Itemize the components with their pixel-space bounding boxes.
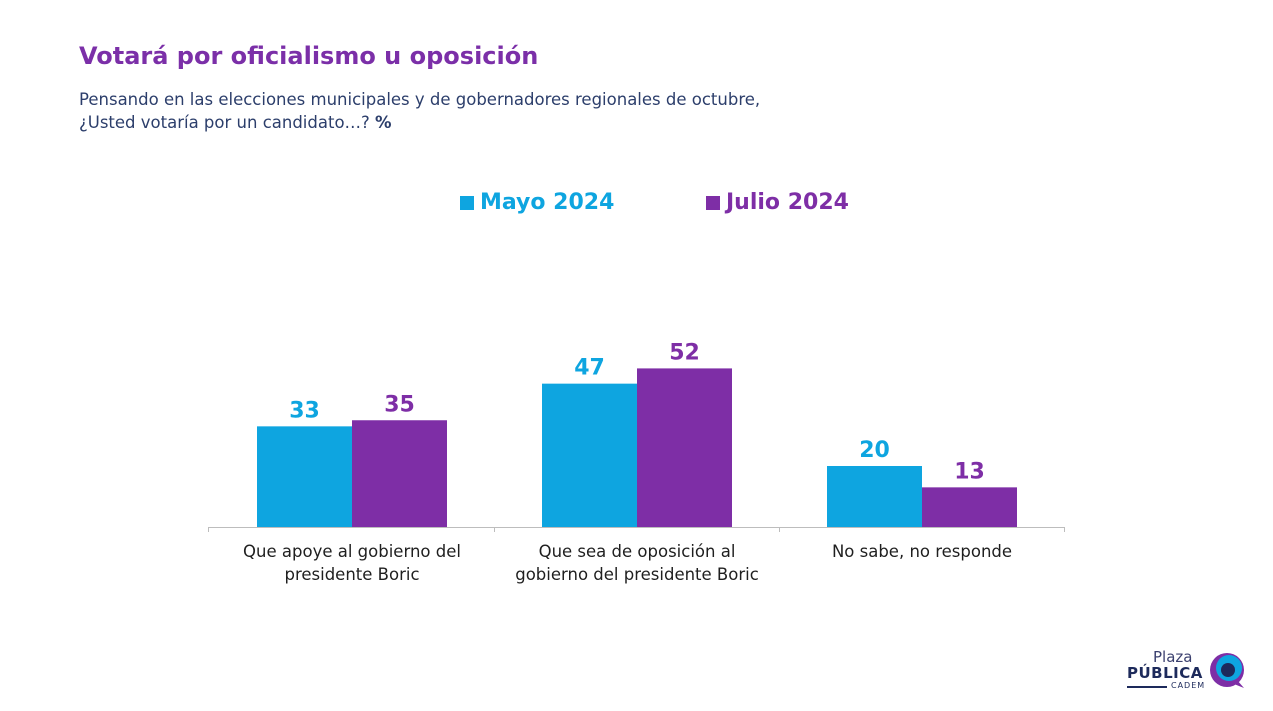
- value-label-julio-2: 13: [954, 459, 985, 484]
- category-label-2: No sabe, no responde: [832, 542, 1012, 561]
- legend-swatch-mayo: [460, 195, 474, 210]
- value-label-mayo-0: 33: [289, 398, 320, 423]
- subtitle-unit: %: [375, 113, 392, 132]
- bar-julio-0: [352, 420, 447, 527]
- cadem-swirl-icon: [1210, 653, 1244, 688]
- logo-word-publica: PÚBLICA: [1127, 664, 1203, 682]
- logo-word-plaza: Plaza: [1153, 648, 1193, 666]
- page-title: Votará por oficialismo u oposición: [79, 42, 539, 70]
- plaza-publica-logo: Plaza PÚBLICA CADEM: [1125, 648, 1250, 694]
- logo-underline: [1127, 686, 1167, 688]
- legend-label-mayo: Mayo 2024: [480, 190, 615, 215]
- bar-julio-1: [637, 368, 732, 527]
- subtitle-line-1: Pensando en las elecciones municipales y…: [79, 90, 761, 109]
- subtitle-line-2: ¿Usted votaría por un candidato…? %: [79, 111, 760, 134]
- page-subtitle: Pensando en las elecciones municipales y…: [79, 88, 760, 134]
- value-label-julio-0: 35: [384, 392, 415, 417]
- legend-item-mayo: Mayo 2024: [460, 190, 614, 215]
- legend-label-julio: Julio 2024: [726, 190, 849, 215]
- value-label-mayo-1: 47: [574, 356, 605, 381]
- logo-word-cadem: CADEM: [1171, 681, 1206, 690]
- value-label-julio-1: 52: [669, 340, 700, 365]
- bar-mayo-2: [827, 466, 922, 527]
- bar-julio-2: [922, 487, 1017, 527]
- bar-mayo-0: [257, 426, 352, 527]
- chart-legend: Mayo 2024 Julio 2024: [0, 190, 1273, 220]
- value-label-mayo-2: 20: [859, 438, 890, 463]
- category-label-1: Que sea de oposición al gobierno del pres…: [515, 542, 759, 584]
- legend-item-julio: Julio 2024: [706, 190, 849, 215]
- bar-mayo-1: [542, 383, 637, 527]
- category-label-0: Que apoye al gobierno del presidente Bori…: [243, 542, 461, 584]
- legend-swatch-julio: [706, 195, 720, 210]
- subtitle-question: ¿Usted votaría por un candidato…?: [79, 113, 370, 132]
